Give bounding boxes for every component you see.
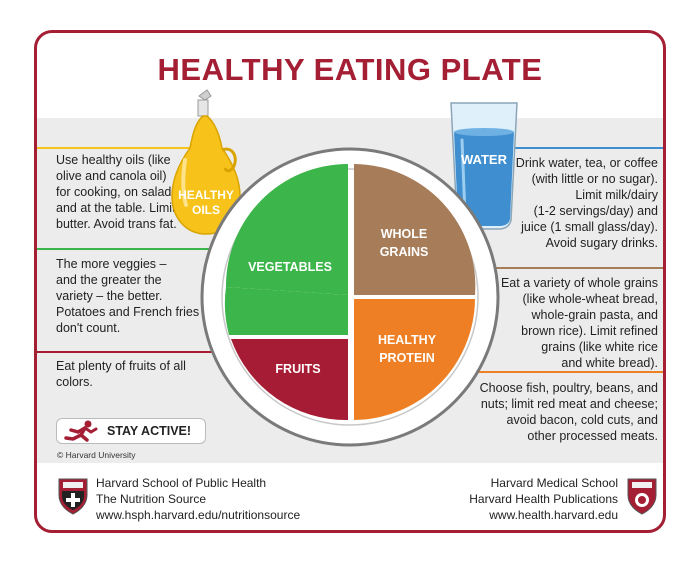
hsph-shield-icon <box>58 478 88 515</box>
footer-left-line1: Harvard School of Public Health <box>96 476 267 490</box>
vegetables-section-lower <box>224 287 348 335</box>
veggies-note: The more veggies – and the greater the v… <box>56 257 200 335</box>
vegetables-label: VEGETABLES <box>248 260 332 274</box>
footer-left-line2: The Nutrition Source <box>96 492 207 506</box>
protein-label-line1: HEALTHY <box>378 333 437 347</box>
fruits-note: Eat plenty of fruits of all colors. <box>56 359 186 389</box>
hms-shield-icon <box>627 478 657 515</box>
protein-rule <box>450 371 663 373</box>
protein-label-line2: PROTEIN <box>379 351 435 365</box>
fruits-section <box>231 339 348 421</box>
grains-note: Eat a variety of whole grains (like whol… <box>500 276 658 370</box>
runner-icon <box>64 420 98 442</box>
oils-rule <box>37 147 217 149</box>
oils-note: Use healthy oils (like olive and canola … <box>56 153 177 231</box>
copyright: © Harvard University <box>57 450 136 460</box>
fruits-rule <box>37 351 243 353</box>
footer-right-line2: Harvard Health Publications <box>469 492 618 506</box>
stay-active-badge: STAY ACTIVE! <box>56 418 206 444</box>
plate-inner-ring <box>221 168 479 426</box>
fruits-label: FRUITS <box>275 362 320 376</box>
oils-label-line2: OILS <box>192 203 220 217</box>
protein-section <box>354 299 475 420</box>
grains-section <box>354 164 476 295</box>
vegetables-section <box>225 164 348 295</box>
footer-right-line1: Harvard Medical School <box>490 476 618 490</box>
oils-label-line1: HEALTHY <box>178 188 234 202</box>
water-note: Drink water, tea, or coffee (with little… <box>515 156 658 250</box>
footer-left: Harvard School of Public Health The Nutr… <box>96 475 300 523</box>
grains-rule <box>470 267 663 269</box>
footer-left-line3[interactable]: www.hsph.harvard.edu/nutritionsource <box>96 508 301 522</box>
oil-bottle-icon <box>171 89 241 235</box>
water-rule <box>508 147 663 149</box>
footer-right: Harvard Medical School Harvard Health Pu… <box>430 475 618 523</box>
footer-right-line3[interactable]: www.health.harvard.edu <box>489 508 618 522</box>
grains-label-line2: GRAINS <box>380 245 429 259</box>
veggies-rule <box>37 248 243 250</box>
stay-active-label: STAY ACTIVE! <box>107 424 192 438</box>
water-glass-icon <box>450 102 518 230</box>
water-label: WATER <box>461 152 508 167</box>
grains-label-line1: WHOLE <box>381 227 428 241</box>
poster-title: HEALTHY EATING PLATE <box>157 52 543 87</box>
protein-note: Choose fish, poultry, beans, and nuts; l… <box>479 381 658 443</box>
